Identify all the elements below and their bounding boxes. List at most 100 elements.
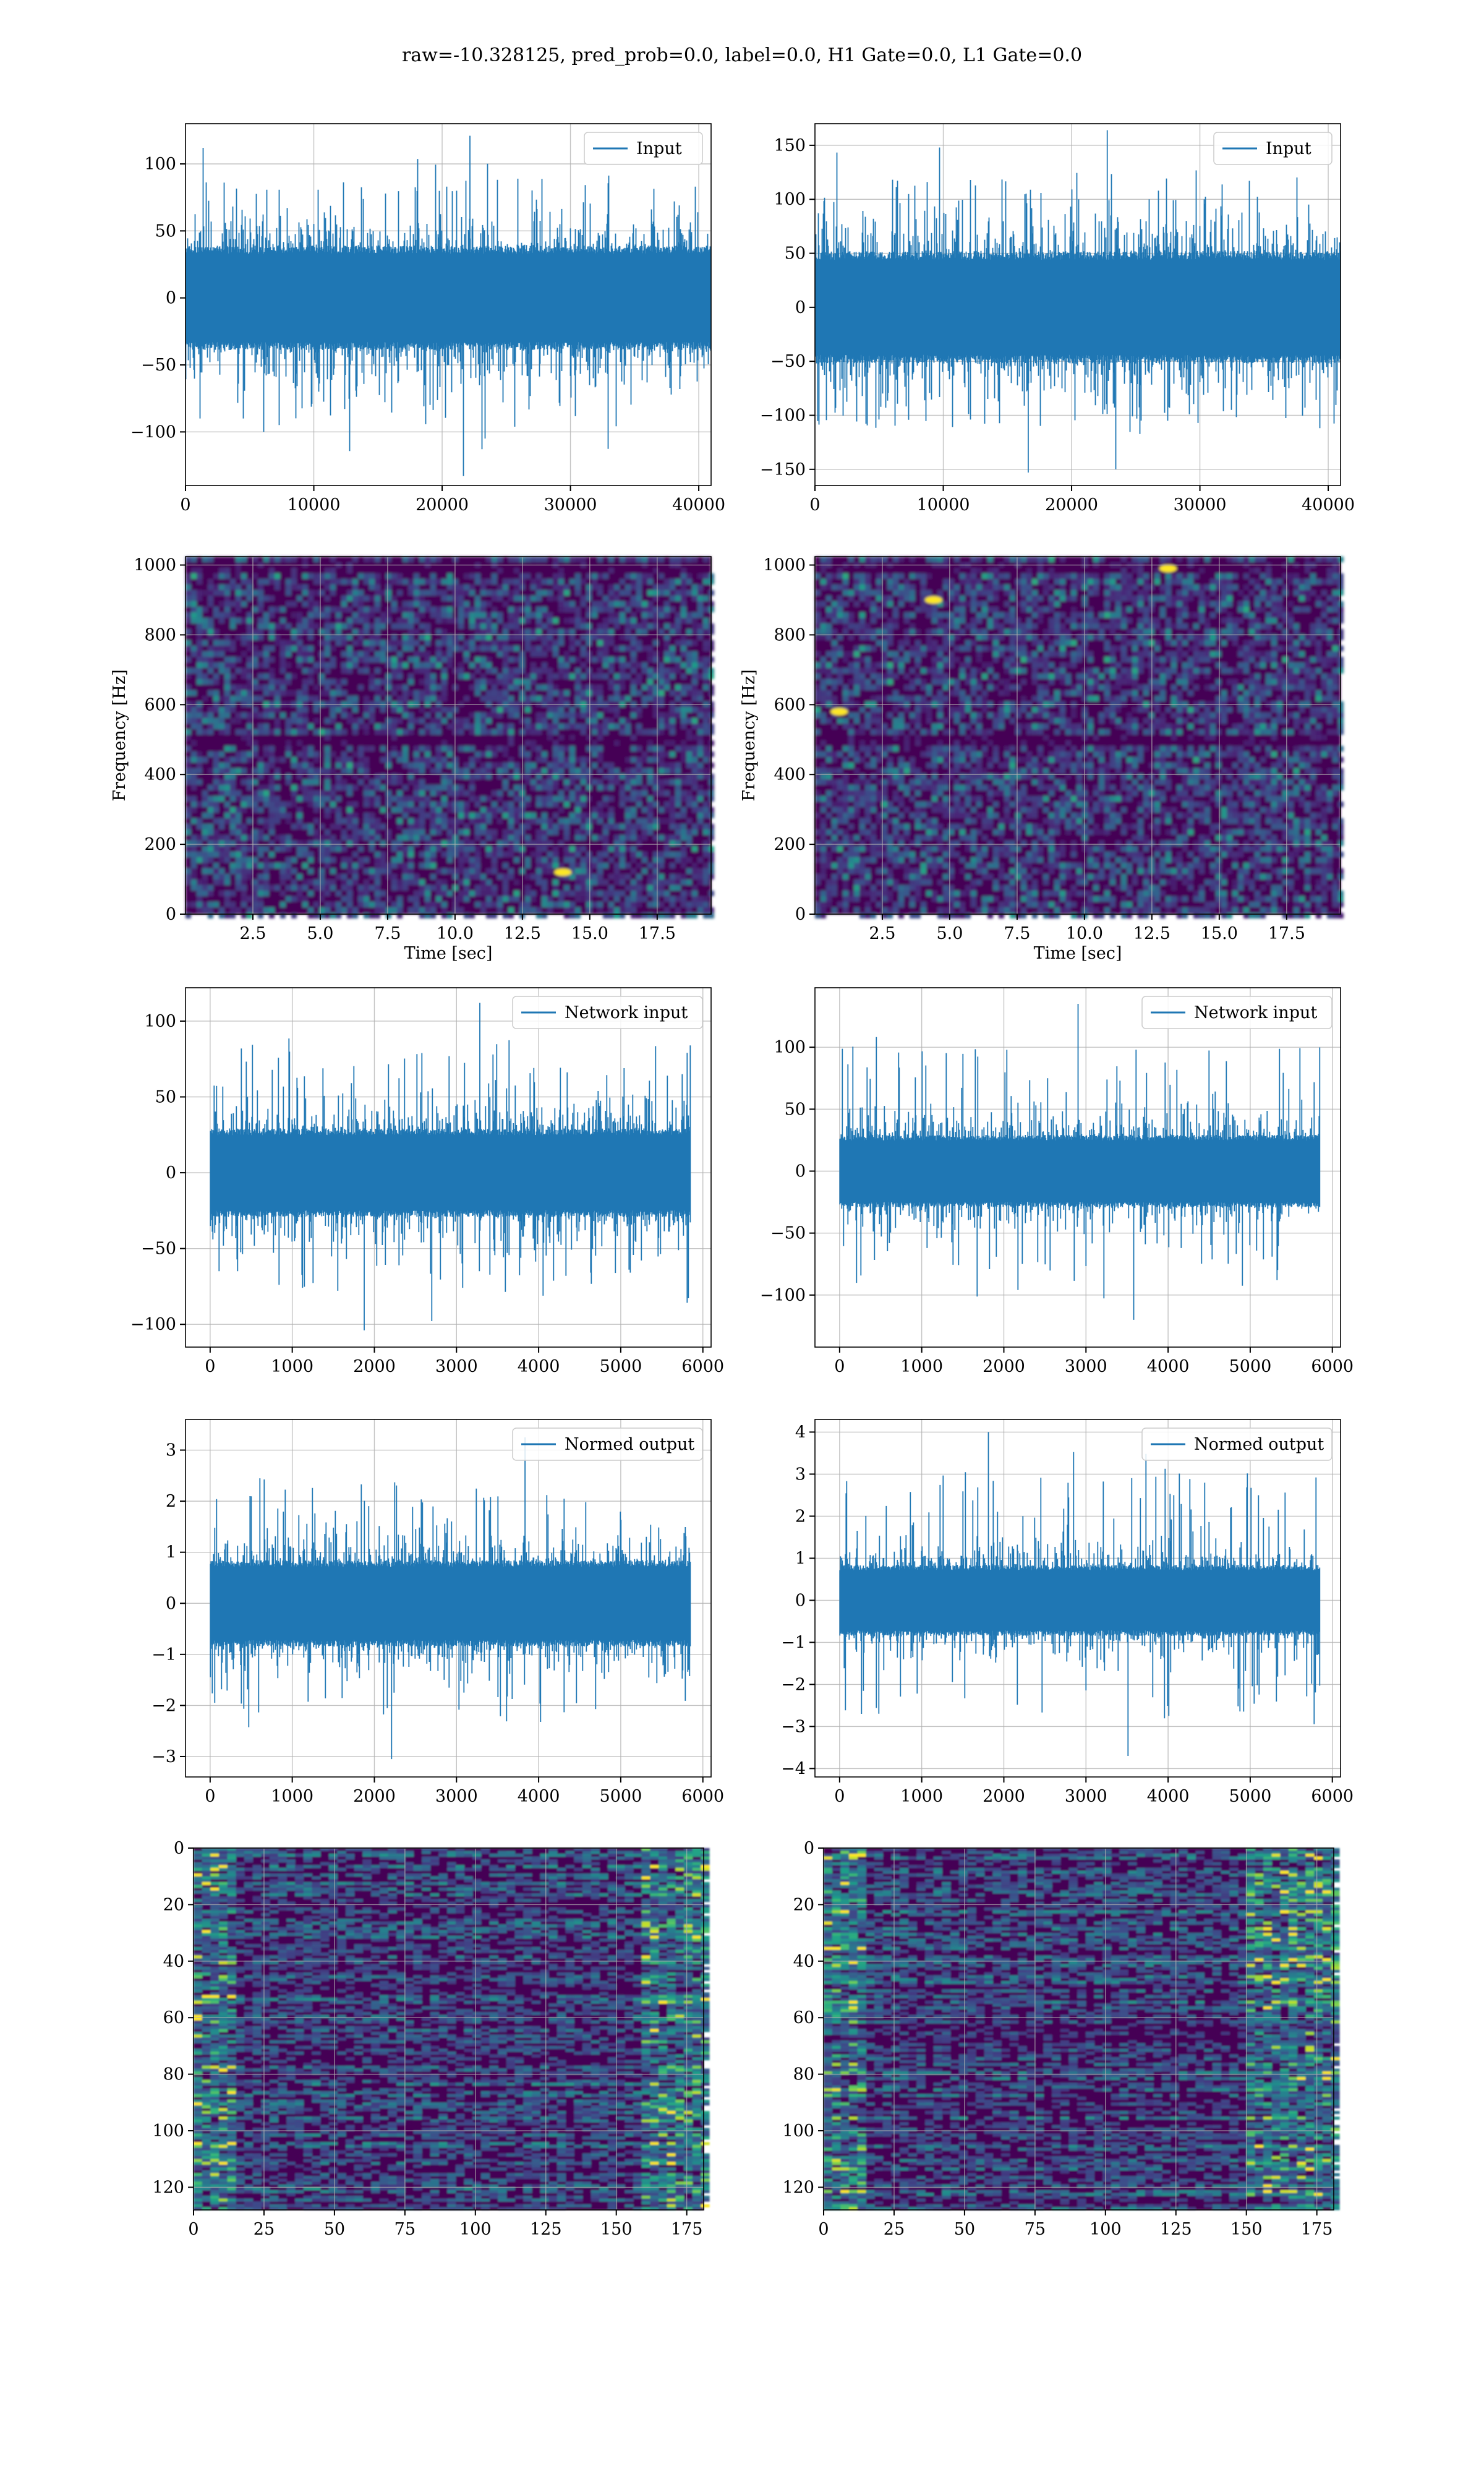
spectrogram-cell (492, 685, 497, 690)
spectrogram-cell (369, 679, 375, 685)
spectrogram-cell (464, 718, 469, 724)
spectrogram-cell (425, 640, 430, 646)
spectrogram-cell (937, 629, 943, 635)
spectrogram-cell (386, 779, 391, 785)
spectrogram-cell (581, 824, 586, 829)
spectrogram-cell (854, 713, 859, 718)
spectrogram-cell (486, 646, 492, 651)
spectrogram-cell (670, 802, 675, 807)
spectrogram-cell (441, 579, 447, 584)
spectrogram-cell (575, 557, 581, 562)
spectrogram-cell (458, 841, 464, 846)
spectrogram-cell (569, 874, 575, 880)
spectrogram-cell (608, 846, 614, 852)
spectrogram-cell (425, 852, 430, 857)
spectrogram-cell (692, 796, 697, 802)
spectrogram-cell (848, 557, 854, 562)
spectrogram-cell (258, 685, 263, 690)
spectrogram-cell (954, 568, 960, 573)
spectrogram-cell (197, 662, 202, 668)
spectrogram-cell (430, 824, 436, 829)
spectrogram-cell (419, 623, 425, 629)
spectrogram-cell (291, 785, 297, 790)
spectrogram-cell (258, 713, 263, 718)
spectrogram-cell (575, 868, 581, 874)
spectrogram-cell (910, 896, 915, 902)
spectrogram-cell (926, 880, 932, 885)
spectrogram-cell (965, 846, 971, 852)
spectrogram-cell (408, 807, 414, 813)
spectrogram-cell (904, 763, 910, 768)
spectrogram-cell (252, 651, 258, 657)
spectrogram-cell (414, 651, 419, 657)
spectrogram-cell (380, 785, 386, 790)
spectrogram-cell (859, 829, 865, 835)
spectrogram-cell (826, 629, 832, 635)
spectrogram-cell (469, 846, 475, 852)
spectrogram-cell (608, 607, 614, 612)
spectrogram-cell (391, 735, 397, 740)
spectrogram-cell (586, 590, 592, 596)
spectrogram-cell (854, 668, 859, 674)
spectrogram-cell (419, 612, 425, 618)
spectrogram-cell (664, 674, 670, 679)
spectrogram-cell (569, 774, 575, 779)
spectrogram-cell (230, 824, 236, 829)
spectrogram-cell (319, 796, 325, 802)
spectrogram-cell (397, 718, 403, 724)
spectrogram-cell (586, 651, 592, 657)
spectrogram-cell (670, 629, 675, 635)
spectrogram-cell (569, 718, 575, 724)
spectrogram-cell (302, 685, 308, 690)
spectrogram-cell (308, 857, 313, 863)
spectrogram-cell (664, 584, 670, 590)
spectrogram-cell (910, 841, 915, 846)
spectrogram-cell (675, 874, 681, 880)
spectrogram-cell (403, 646, 408, 651)
spectrogram-cell (313, 718, 319, 724)
spectrogram-cell (625, 601, 631, 607)
spectrogram-cell (275, 785, 280, 790)
spectrogram-cell (308, 590, 313, 596)
spectrogram-cell (380, 841, 386, 846)
spectrogram-cell (313, 880, 319, 885)
spectrogram-cell (503, 891, 508, 896)
spectrogram-cell (697, 907, 703, 913)
spectrogram-cell (230, 813, 236, 818)
spectrogram-cell (441, 796, 447, 802)
spectrogram-cell (492, 902, 497, 907)
spectrogram-cell (871, 707, 876, 713)
spectrogram-cell (258, 623, 263, 629)
spectrogram-cell (625, 863, 631, 868)
spectrogram-cell (832, 863, 837, 868)
spectrogram-cell (275, 802, 280, 807)
spectrogram-cell (553, 651, 558, 657)
spectrogram-cell (297, 662, 302, 668)
spectrogram-cell (608, 635, 614, 640)
spectrogram-cell (224, 590, 230, 596)
spectrogram-cell (414, 640, 419, 646)
spectrogram-cell (247, 718, 252, 724)
spectrogram-cell (670, 557, 675, 562)
spectrogram-cell (514, 618, 519, 623)
spectrogram-cell (848, 740, 854, 746)
spectrogram-cell (441, 707, 447, 713)
spectrogram-cell (458, 852, 464, 857)
x-tick-label: 20000 (1045, 495, 1098, 515)
spectrogram-bright-spot (554, 868, 572, 876)
spectrogram-cell (960, 807, 965, 813)
spectrogram-cell (386, 590, 391, 596)
spectrogram-cell (302, 785, 308, 790)
spectrogram-cell (910, 651, 915, 657)
spectrogram-cell (887, 841, 893, 846)
spectrogram-cell (865, 629, 871, 635)
spectrogram-cell (603, 635, 608, 640)
spectrogram-cell (603, 674, 608, 679)
spectrogram-cell (653, 835, 659, 841)
spectrogram-cell (943, 640, 949, 646)
spectrogram-cell (586, 868, 592, 874)
spectrogram-cell (653, 640, 659, 646)
spectrogram-cell (542, 640, 547, 646)
spectrogram-cell (608, 640, 614, 646)
spectrogram-cell (291, 885, 297, 891)
